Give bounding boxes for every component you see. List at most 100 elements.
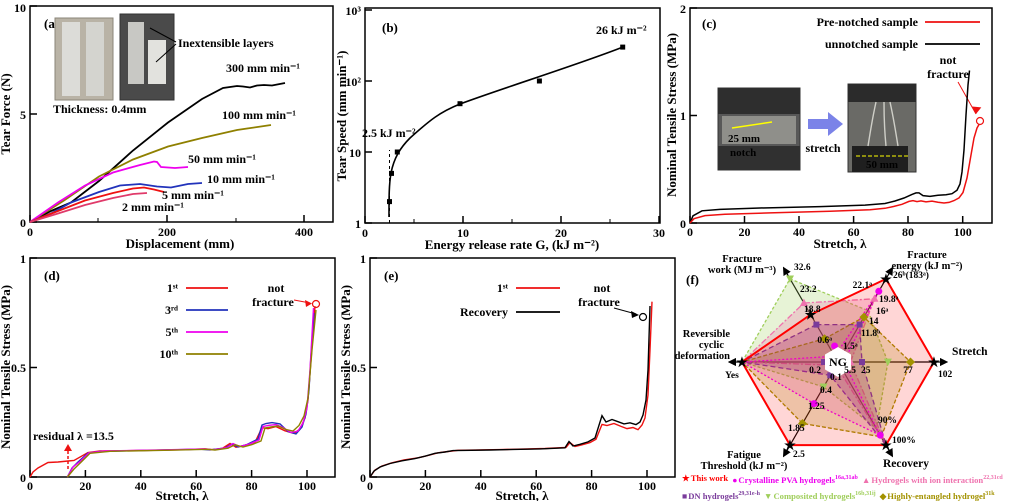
axis-fracture-work-1: Fracture (722, 254, 762, 265)
panel-tag: (f) (686, 272, 699, 287)
axis-tick-label: 40 (135, 479, 147, 493)
svg-text:77: 77 (903, 366, 913, 376)
axis-reversible-3: deformation (675, 351, 731, 362)
markers-composited (786, 275, 892, 391)
series-composited (741, 278, 889, 430)
axis-tick-label: 0 (367, 479, 373, 493)
annotation-not-fracture: not (594, 281, 611, 295)
legend-5th: 5ᵗʰ (166, 325, 179, 339)
axis-fatigue-2: Threshold (kJ m⁻²) (701, 461, 788, 472)
axis-tick-label: 60 (190, 479, 202, 493)
axis-tick-label: 20 (419, 479, 431, 493)
radar-legend-row-2: ■DN hydrogels29,31e-h ▼Composited hydrog… (680, 487, 1024, 501)
curve-end-marker (975, 116, 985, 126)
legend-recovery: Recovery (460, 305, 508, 319)
y-axis-label: Nominal Tensile Stress (MPa) (0, 285, 13, 449)
curve-10-mm-min (29, 182, 203, 223)
panel-tag: (b) (382, 20, 398, 35)
circle-icon: ● (732, 474, 738, 485)
y-axis-label: Nominal Tensile Stress (MPa) (664, 33, 679, 197)
svg-text:23.2: 23.2 (800, 285, 817, 295)
axis-tick-label: 100 (298, 479, 316, 493)
axis-tick-label: 0.5 (351, 361, 366, 375)
markers-entangled (798, 312, 915, 428)
sample-photo-inset (54, 13, 177, 101)
plot-box (29, 257, 336, 478)
legend-1st: 1ˢᵗ (497, 281, 509, 295)
axis-tick-label: 10³ (345, 4, 361, 18)
curve-label-50: 50 mm min⁻¹ (188, 152, 256, 166)
svg-text:★: ★ (880, 438, 892, 453)
inset-caption: Thickness: 0.4mm (53, 102, 146, 116)
annotation-not-fracture: not (940, 53, 957, 67)
curve-label-2: 2 mm min⁻¹ (122, 200, 184, 214)
svg-text:1.25: 1.25 (808, 402, 825, 412)
markers-this-work: ★ ★ ★ ★ ★ ★ (736, 271, 940, 452)
annotation-not-fracture: not (268, 281, 285, 295)
axis-tick-label: 1 (360, 252, 366, 266)
diamond-icon: ◆ (879, 490, 887, 501)
annotation-not-fracture-2: fracture (927, 67, 969, 81)
svg-text:★: ★ (880, 271, 892, 286)
axis-tick-label: 0 (27, 479, 33, 493)
axis-tick-label: 5 (20, 108, 26, 122)
axis-tick-label: 20 (79, 479, 91, 493)
legend-item-crystalline: ●Crystalline PVA hydrogels16a,31ab (732, 474, 858, 485)
y-axis-label: Nominal Tensile Stress (MPa) (338, 285, 353, 449)
star-icon: ★ (682, 473, 690, 483)
axis-fracture-energy-2: energy (kJ m⁻²) (891, 261, 963, 272)
svg-text:90%: 90% (878, 416, 897, 426)
axis-tick-label: 20 (739, 225, 751, 239)
axis-fracture-energy-1: Fracture (907, 250, 947, 261)
panel-tag: (e) (384, 268, 398, 283)
x-axis-label: Stretch, λ (495, 488, 549, 501)
curve-end-marker (638, 312, 648, 322)
svg-text:22.1ᵃ: 22.1ᵃ (853, 281, 873, 291)
axis-tick-label: 80 (246, 479, 258, 493)
axis-tick-label: 200 (158, 225, 176, 239)
legend-item-highly-entangled: ◆Highly-entangled hydrogel31k (879, 490, 995, 501)
curve-unnotched (689, 70, 971, 224)
y-axis-label: Tear Force (N) (0, 73, 13, 154)
square-icon: ■ (682, 490, 688, 501)
svg-text:1.5ᵃ: 1.5ᵃ (843, 342, 858, 352)
panel-b: 1 10 10² 10³ 0 10 20 30 Energy release r… (334, 0, 681, 252)
annotation-residual: residual λ =13.5 (33, 429, 114, 443)
panel-f: (f) ★ ★ ★ ★ ★ ★ (675, 250, 1024, 501)
x-axis-label: Stretch, λ (813, 236, 867, 251)
curve-label-10: 10 mm min⁻¹ (207, 172, 275, 186)
curve-label-300: 300 mm min⁻¹ (226, 61, 300, 75)
x-axis-label: Stretch, λ (155, 488, 209, 501)
triangle-down-icon: ▼ (763, 490, 773, 501)
panel-c: 0 1 2 0 20 40 60 80 100 Stretch, λ Nomin… (664, 0, 1024, 251)
axis-tick-label: 10² (345, 75, 361, 89)
curve-50-mm-min (29, 160, 189, 223)
axis-tick-label: 1 (20, 252, 26, 266)
curve-label-5: 5 mm min⁻¹ (162, 188, 224, 202)
svg-text:19.8ᵃ: 19.8ᵃ (879, 295, 899, 305)
axis-tick-label: 0 (680, 217, 686, 231)
axis-tick-label: 0 (362, 226, 368, 240)
panel-b-chart: 1 10 10² 10³ 0 10 20 30 Energy release r… (334, 4, 665, 252)
svg-text:★: ★ (805, 307, 817, 322)
inset-notch-label-2: notch (730, 147, 756, 159)
curve-end-marker (311, 299, 321, 309)
inset-label: Inextensible layers (178, 36, 274, 50)
axis-tick-label: 60 (530, 479, 542, 493)
svg-text:102: 102 (938, 370, 953, 380)
annotation-not-fracture-2: fracture (252, 295, 294, 309)
axis-reversible-1: Reversible (683, 329, 731, 340)
panel-a: 0 5 10 0 200 400 Displacement (mm) Tear … (0, 0, 341, 251)
x-axis-label: Displacement (mm) (126, 236, 235, 251)
radar-legend: ★This work ●Crystalline PVA hydrogels16a… (680, 471, 1024, 501)
notch-photo-inset (717, 87, 801, 171)
plot-box (369, 257, 676, 478)
axis-tick-label: 10 (14, 1, 26, 15)
annotation-max: 26 kJ m⁻² (596, 23, 647, 37)
axis-tick-label: 400 (295, 225, 313, 239)
axis-tick-label: 40 (793, 225, 805, 239)
axis-fracture-work-2: work (MJ m⁻³) (708, 265, 777, 276)
svg-text:11.8ᵇ: 11.8ᵇ (861, 329, 880, 339)
panel-e-chart: 0 0.5 1 0 20 40 60 80 100 Stretch, λ Nom… (338, 252, 676, 501)
axis-tick-label: 0 (20, 216, 26, 230)
